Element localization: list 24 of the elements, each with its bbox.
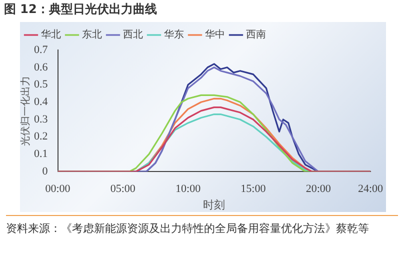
chart-title: 图 12：典型日光伏出力曲线	[4, 1, 157, 18]
x-tick-label: 05:00	[110, 183, 136, 196]
x-tick-label: 15:00	[240, 183, 266, 196]
y-tick-label: 0.2	[34, 130, 48, 143]
y-tick-label: 0.7	[34, 44, 48, 56]
y-tick-label: 0.4	[34, 96, 48, 108]
x-axis-title: 时刻	[203, 198, 226, 212]
y-tick-label: 0	[42, 165, 48, 178]
x-tick-label: 00:00	[45, 183, 71, 196]
x-tick-label: 20:00	[306, 183, 332, 196]
legend-label: 华东	[164, 28, 184, 41]
text: 资料来源：《考虑新能源资源及出力特性的全局备用容量优化方法》蔡乾等	[6, 215, 398, 237]
legend-label: 华北	[41, 28, 61, 41]
y-tick-label: 0.1	[34, 148, 48, 160]
legend-label: 西北	[123, 28, 143, 41]
y-tick-label: 0.6	[34, 61, 48, 74]
legend-label: 西南	[246, 28, 266, 41]
legend-label: 东北	[82, 28, 102, 41]
y-axis-title: 光伏归一化出力	[20, 76, 32, 146]
y-tick-label: 0.3	[34, 113, 48, 126]
x-tick-label: 24:00	[358, 183, 384, 196]
legend-label: 华中	[205, 28, 225, 41]
x-tick-label: 10:00	[176, 183, 202, 196]
y-tick-label: 0.5	[34, 78, 48, 91]
